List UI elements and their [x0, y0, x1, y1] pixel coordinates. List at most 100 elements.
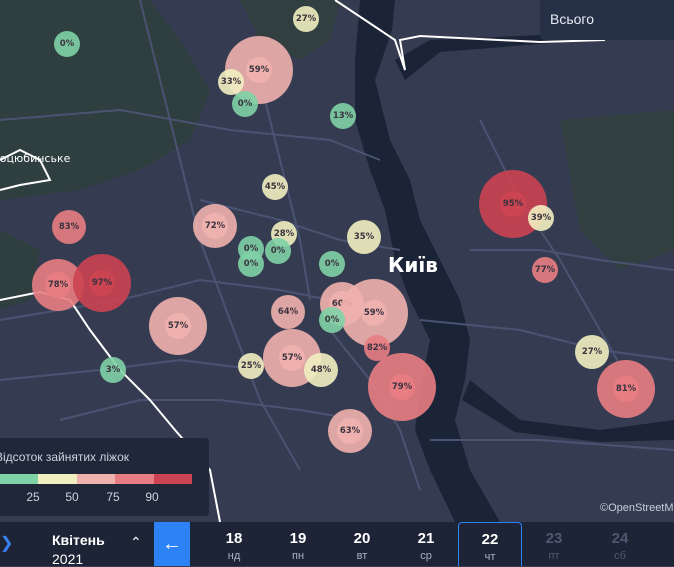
hospital-bubble[interactable]: 77% — [532, 257, 558, 283]
day-number: 22 — [481, 531, 499, 548]
day-number: 20 — [353, 530, 371, 547]
month-year: 2021 — [52, 551, 84, 567]
day-18[interactable]: 18 нд — [202, 522, 266, 566]
chevron-up-icon: ⌃ — [130, 534, 142, 550]
day-21[interactable]: 21 ср — [394, 522, 458, 566]
bubble-label: 95% — [503, 199, 524, 209]
forest-area — [0, 230, 40, 310]
river — [355, 0, 500, 522]
day-20[interactable]: 20 вт — [330, 522, 394, 566]
bubble-label: 39% — [531, 213, 552, 223]
bubble-core — [389, 374, 415, 400]
forest-area — [0, 0, 210, 200]
prev-day-button[interactable]: ← — [154, 522, 190, 566]
bubble-label: 64% — [278, 307, 299, 317]
hospital-bubble[interactable]: 59% — [340, 279, 408, 347]
district-label: Коцюбинське — [0, 152, 71, 165]
day-weekday: сб — [614, 550, 626, 562]
bubble-circle — [271, 295, 305, 329]
bubble-circle — [528, 205, 554, 231]
hospital-bubble[interactable]: 0% — [319, 251, 345, 277]
bubble-label: 57% — [168, 321, 189, 331]
hospital-bubble[interactable]: 27% — [575, 335, 609, 369]
day-weekday: ср — [420, 550, 432, 562]
day-22[interactable]: 22 чт — [458, 522, 522, 566]
day-24: 24 сб — [588, 522, 652, 566]
bubble-core — [165, 313, 191, 339]
hospital-bubble[interactable]: 33% — [218, 69, 244, 95]
bubble-label: 97% — [92, 278, 113, 288]
hospital-bubble[interactable]: 45% — [262, 174, 288, 200]
bubble-circle — [330, 103, 356, 129]
bubble-label: 78% — [48, 280, 69, 290]
legend-swatch — [0, 474, 39, 484]
bubble-label: 63% — [340, 426, 361, 436]
bubble-label: 45% — [265, 182, 286, 192]
hospital-bubble[interactable]: 13% — [330, 103, 356, 129]
bubble-label: 3% — [106, 365, 121, 375]
region-select[interactable]: Всього — [540, 0, 674, 40]
hospital-bubble[interactable]: 25% — [238, 353, 264, 379]
hospital-bubble[interactable]: 57% — [149, 297, 207, 355]
day-weekday: чт — [484, 551, 496, 563]
bubble-core — [246, 57, 272, 83]
bubble-label: 79% — [392, 382, 413, 392]
arrow-left-icon: ← — [162, 533, 182, 555]
hospital-bubble[interactable]: 72% — [193, 204, 237, 248]
bubble-label: 0% — [60, 39, 75, 49]
hospital-bubble[interactable]: 0% — [319, 307, 345, 333]
city-boundary — [0, 148, 52, 191]
bubble-label: 35% — [354, 232, 375, 242]
bubble-label: 48% — [311, 365, 332, 375]
map-attribution[interactable]: ©OpenStreetMap — [600, 502, 674, 514]
legend-color-bar — [0, 474, 193, 484]
hospital-bubble[interactable]: 35% — [347, 220, 381, 254]
month-selector[interactable]: Квітень 2021 ⌃ — [20, 522, 154, 567]
hospital-bubble[interactable]: 0% — [238, 251, 264, 277]
hospital-bubble[interactable]: 79% — [368, 353, 436, 421]
hospital-bubble[interactable]: 48% — [304, 353, 338, 387]
hospital-bubble[interactable]: 83% — [52, 210, 86, 244]
day-19[interactable]: 19 пн — [266, 522, 330, 566]
bubble-circle — [100, 357, 126, 383]
bubble-circle — [304, 353, 338, 387]
bubble-circle — [52, 210, 86, 244]
bubble-label: 13% — [333, 111, 354, 121]
day-number: 18 — [225, 530, 243, 547]
day-number: 23 — [545, 530, 563, 547]
legend-tick: 75 — [106, 490, 120, 504]
day-23: 23 пт — [522, 522, 586, 566]
bubble-core — [279, 345, 305, 371]
hospital-bubble[interactable]: 3% — [100, 357, 126, 383]
hospital-bubble[interactable]: 39% — [528, 205, 554, 231]
hospital-bubble[interactable]: 64% — [271, 295, 305, 329]
hospital-bubbles: 27% 0% 59% 33% 0% 13% 45% 95% 39% 83% 72% 28% 35% 0% 0… — [32, 6, 655, 453]
day-number: 21 — [417, 530, 435, 547]
bubble-circle — [54, 31, 80, 57]
region-select-value: Всього — [550, 11, 595, 27]
hospital-bubble[interactable]: 0% — [54, 31, 80, 57]
hospital-bubble[interactable]: 78% — [32, 259, 84, 311]
hospital-bubble[interactable]: 81% — [597, 360, 655, 418]
hospital-bubble[interactable]: 63% — [328, 409, 372, 453]
bubble-circle — [232, 91, 258, 117]
bubble-circle — [265, 238, 291, 264]
hospital-bubble[interactable]: 0% — [232, 91, 258, 117]
day-weekday: пн — [291, 550, 305, 562]
bubble-label: 77% — [535, 265, 556, 275]
chevron-right-icon[interactable]: ❯ — [0, 535, 14, 552]
day-number: 19 — [289, 530, 307, 547]
bubble-label: 27% — [296, 14, 317, 24]
bubble-circle — [575, 335, 609, 369]
city-boundary — [334, 0, 606, 71]
hospital-bubble[interactable]: 97% — [73, 254, 131, 312]
bubble-label: 59% — [364, 308, 385, 318]
bubble-label: 59% — [249, 65, 270, 75]
hospital-bubble[interactable]: 0% — [265, 238, 291, 264]
bubble-label: 82% — [367, 343, 388, 353]
hospital-bubble[interactable]: 82% — [364, 335, 390, 361]
bubble-label: 57% — [282, 353, 303, 363]
bubble-circle — [238, 353, 264, 379]
hospital-bubble[interactable]: 27% — [293, 6, 319, 32]
bubble-label: 72% — [205, 221, 226, 231]
